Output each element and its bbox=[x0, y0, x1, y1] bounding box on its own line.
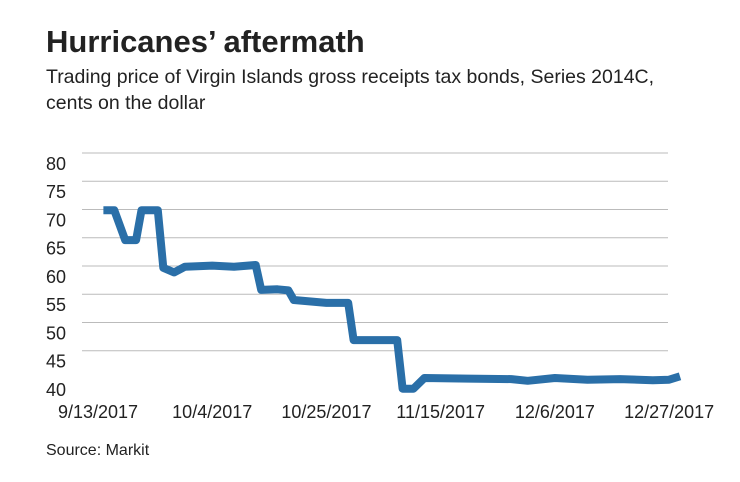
y-tick-label: 40 bbox=[46, 380, 66, 400]
x-tick-label: 12/6/2017 bbox=[515, 402, 595, 422]
y-tick-label: 65 bbox=[46, 239, 66, 259]
x-tick-label: 12/27/2017 bbox=[624, 402, 714, 422]
x-tick-label: 10/4/2017 bbox=[172, 402, 252, 422]
chart-title: Hurricanes’ aftermath bbox=[46, 24, 365, 59]
y-tick-label: 45 bbox=[46, 352, 66, 372]
x-tick-label: 10/25/2017 bbox=[281, 402, 371, 422]
y-tick-label: 55 bbox=[46, 295, 66, 315]
y-tick-label: 60 bbox=[46, 267, 66, 287]
subtitle-box: Trading price of Virgin Islands gross re… bbox=[46, 66, 655, 114]
x-tick-label: 11/15/2017 bbox=[396, 402, 485, 422]
data-line bbox=[103, 206, 682, 393]
source: Source: Markit bbox=[46, 442, 150, 459]
x-tick-label: 9/13/2017 bbox=[58, 402, 138, 422]
y-tick-label: 70 bbox=[46, 210, 66, 230]
y-tick-label: 80 bbox=[46, 154, 66, 174]
chart-subtitle: Trading price of Virgin Islands gross re… bbox=[46, 66, 655, 114]
y-tick-label: 75 bbox=[46, 182, 66, 202]
y-tick-label: 50 bbox=[46, 323, 66, 343]
